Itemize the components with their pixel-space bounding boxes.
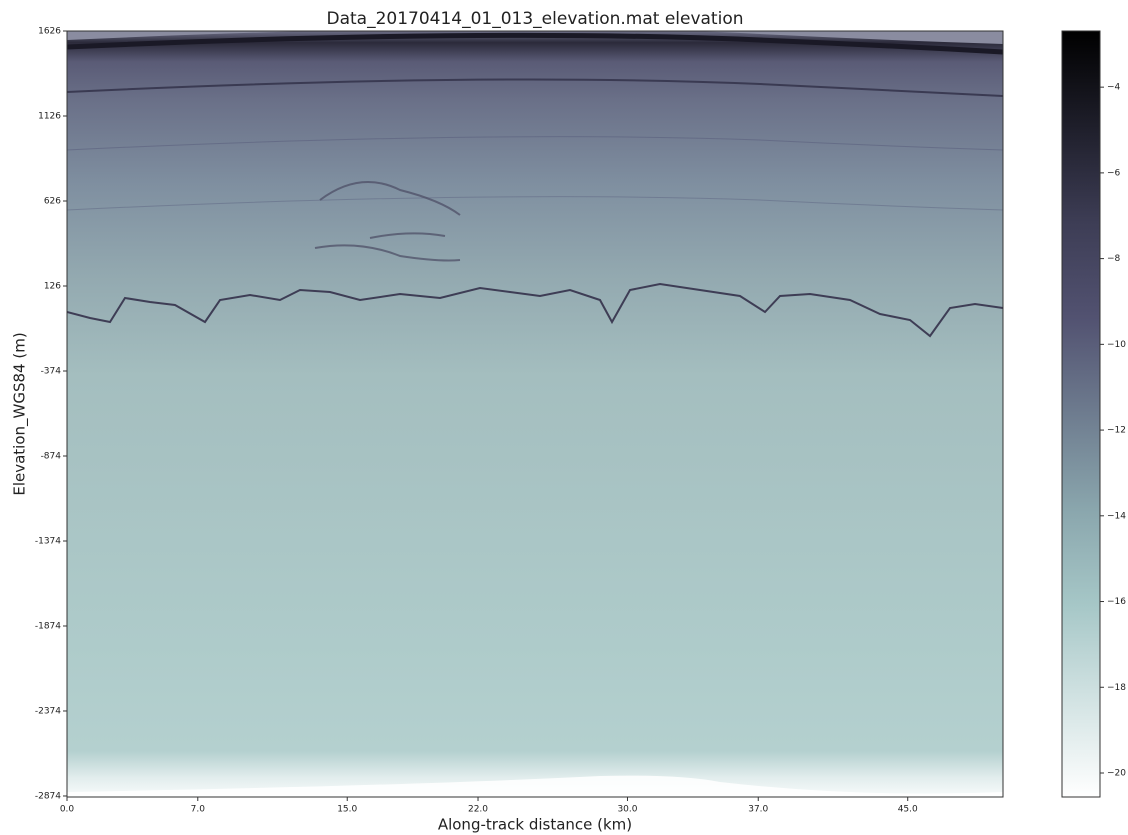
chart-title: Data_20170414_01_013_elevation.mat eleva… [326, 9, 743, 29]
colorbar-tick-label: −8 [1107, 254, 1121, 264]
colorbar-tick-label: −14 [1107, 511, 1126, 521]
y-tick-label: -2374 [35, 706, 61, 716]
y-axis-label: Elevation_WGS84 (m) [11, 332, 30, 495]
echogram [67, 31, 1003, 797]
colorbar-tick-label: −10 [1107, 340, 1126, 350]
colorbar-tick-label: −20 [1107, 768, 1126, 778]
colorbar-tick-label: −12 [1107, 426, 1126, 436]
y-tick-label: 1626 [38, 27, 61, 37]
y-tick-label: 126 [44, 281, 61, 291]
colorbar-tick-label: −6 [1107, 168, 1121, 178]
y-tick-label: -374 [41, 366, 62, 376]
sky [67, 31, 1003, 44]
bottom-noise [67, 775, 1003, 797]
colorbar-tick-label: −18 [1107, 683, 1126, 693]
colorbar-tick-label: −4 [1107, 83, 1121, 93]
x-tick-label: 7.0 [191, 805, 206, 815]
y-tick-label: -1374 [35, 536, 61, 546]
plot-frame [66, 30, 1004, 798]
colorbar-tick-label: −16 [1107, 597, 1126, 607]
layer [67, 78, 1003, 97]
x-tick-label: 22.0 [468, 805, 488, 815]
bed [67, 282, 1003, 338]
x-tick-label: 30.0 [617, 805, 637, 815]
x-tick-label: 37.0 [748, 805, 768, 815]
y-tick-label: -2874 [35, 791, 61, 801]
echogram-image [67, 31, 1003, 797]
x-tick-label: 0.0 [60, 805, 75, 815]
y-tick-label: 1126 [38, 111, 61, 121]
y-tick-label: -1874 [35, 621, 61, 631]
internal-structure [314, 181, 461, 262]
x-tick-label: 45.0 [898, 805, 918, 815]
y-tick-label: 626 [44, 196, 61, 206]
surface [67, 32, 1003, 55]
x-tick-label: 15.0 [337, 805, 357, 815]
y-tick-label: -874 [41, 451, 62, 461]
x-axis-label: Along-track distance (km) [438, 816, 632, 834]
colorbar [1061, 30, 1101, 798]
layer [67, 136, 1003, 151]
layer [67, 196, 1003, 211]
